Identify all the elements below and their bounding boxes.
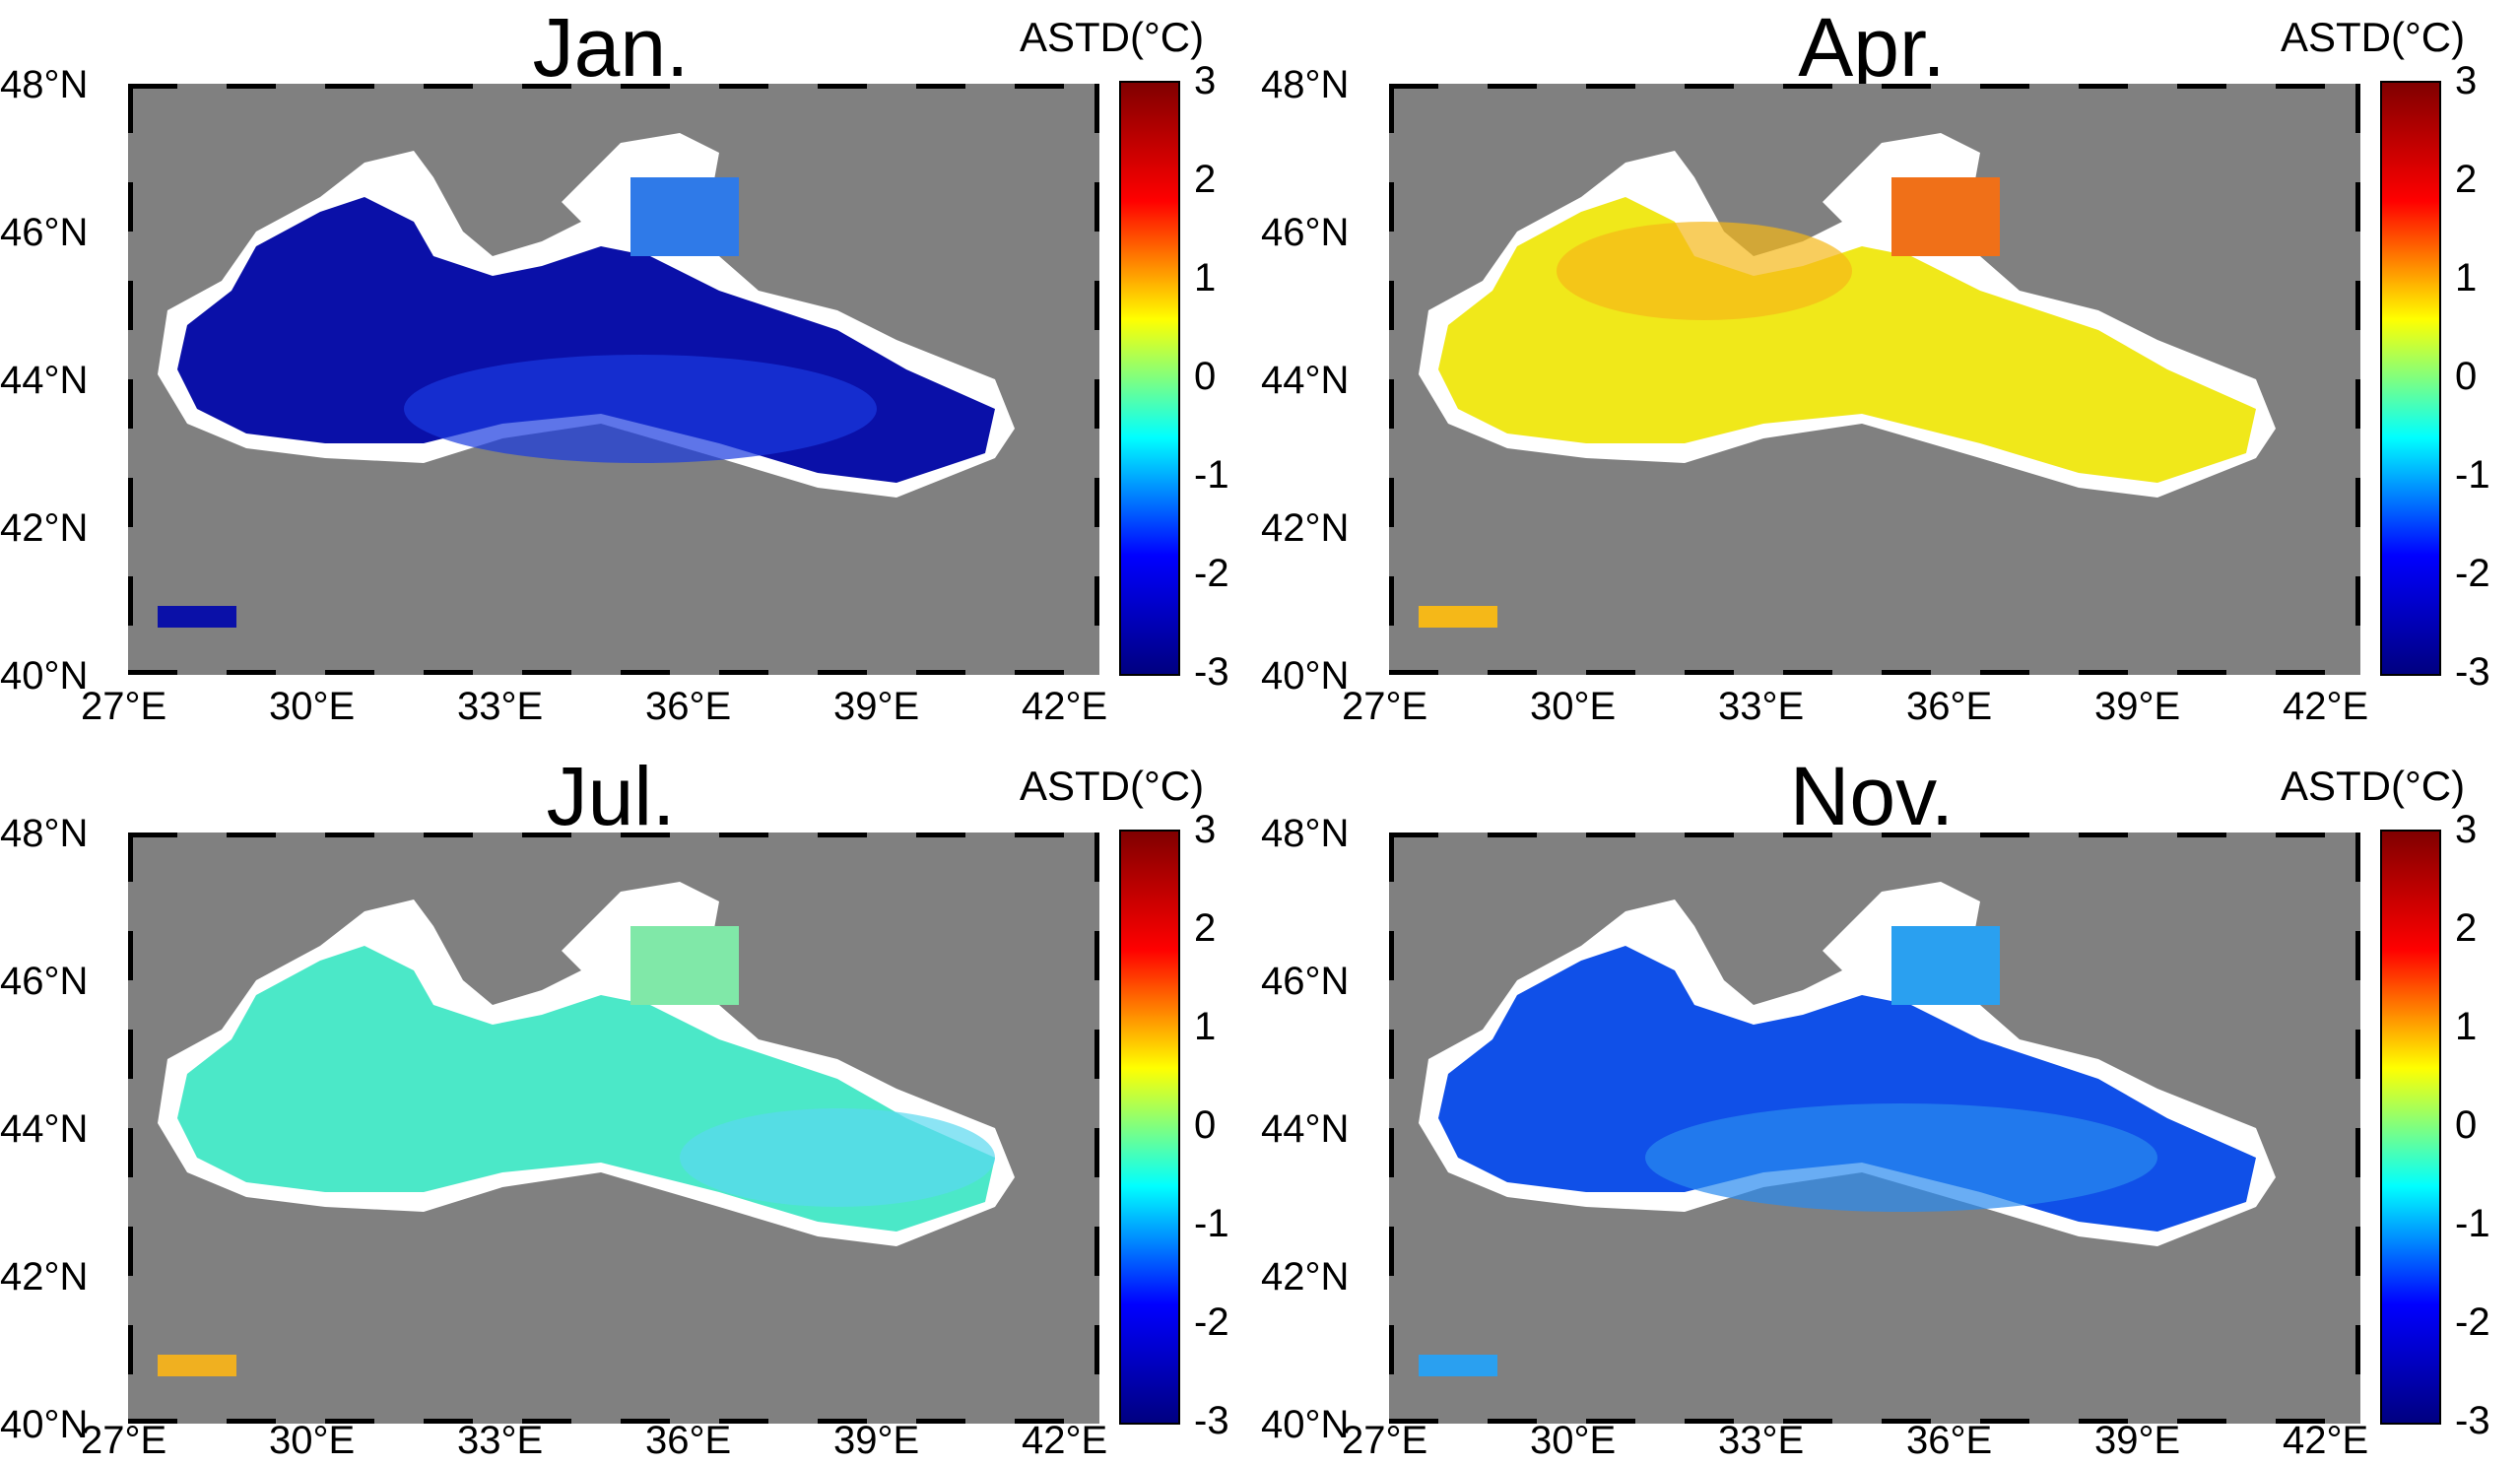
colorbar bbox=[1119, 830, 1180, 1425]
map bbox=[128, 84, 1099, 675]
black-sea-map bbox=[1389, 833, 2360, 1424]
colorbar-label: ASTD(°C) bbox=[1020, 14, 1205, 60]
panel-title: Apr. bbox=[1798, 1, 1946, 94]
black-sea-map bbox=[1389, 84, 2360, 675]
black-sea-map bbox=[128, 84, 1099, 675]
map bbox=[1389, 833, 2360, 1424]
colorbar bbox=[2380, 81, 2441, 676]
colorbar-label: ASTD(°C) bbox=[2281, 763, 2466, 809]
panel-title: Jul. bbox=[546, 750, 676, 842]
colorbar-label: ASTD(°C) bbox=[1020, 763, 1205, 809]
panel-title: Nov. bbox=[1789, 750, 1955, 842]
colorbar bbox=[2380, 830, 2441, 1425]
black-sea-map bbox=[128, 833, 1099, 1424]
map bbox=[1389, 84, 2360, 675]
colorbar bbox=[1119, 81, 1180, 676]
map bbox=[128, 833, 1099, 1424]
panel-title: Jan. bbox=[532, 1, 690, 94]
colorbar-label: ASTD(°C) bbox=[2281, 14, 2466, 60]
